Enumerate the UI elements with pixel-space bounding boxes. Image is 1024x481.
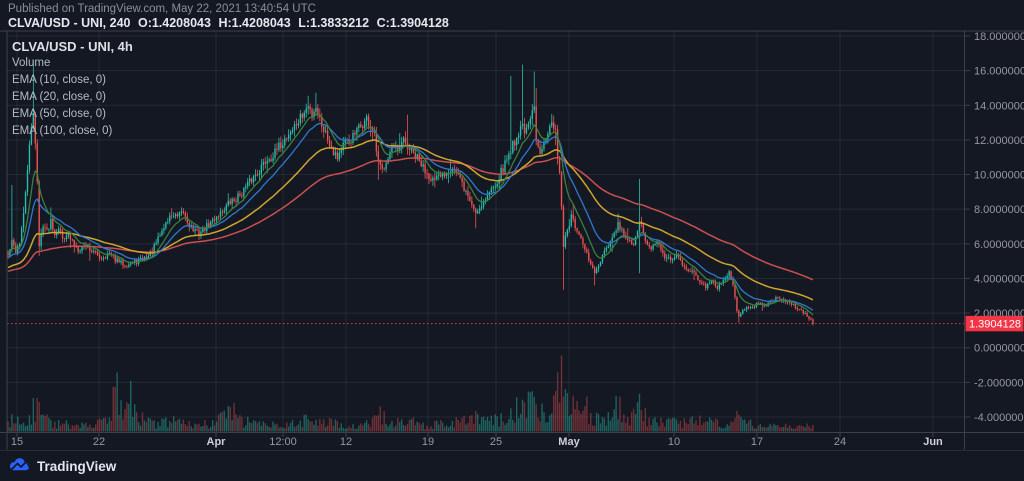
y-axis-label: 6.0000000 — [974, 239, 1024, 251]
ohlc-high: H:1.4208043 — [218, 16, 291, 30]
y-axis-label: 14.000000 — [974, 100, 1024, 112]
legend-symbol[interactable]: CLVA/USD - UNI, 4h — [12, 39, 133, 54]
symbol-ohlc-line: CLVA/USD - UNI, 240 O:1.4208043 H:1.4208… — [8, 16, 453, 30]
x-axis-label: 17 — [751, 436, 763, 448]
chart-legend: CLVA/USD - UNI, 4h Volume EMA (10, close… — [12, 38, 133, 140]
y-axis-label: -2.000000 — [974, 377, 1024, 389]
x-axis-label: 12 — [340, 436, 352, 448]
ohlc-low: L:1.3833212 — [298, 16, 370, 30]
ohlc-close: C:1.3904128 — [376, 16, 449, 30]
x-axis-label: Apr — [207, 436, 227, 448]
time-scale[interactable] — [0, 433, 1024, 449]
published-line: Published on TradingView.com, May 22, 20… — [8, 3, 316, 15]
y-axis-label: 10.000000 — [974, 170, 1024, 182]
ohlc-open: O:1.4208043 — [137, 16, 211, 30]
brand-name[interactable]: TradingView — [37, 458, 117, 474]
x-axis-label: 24 — [834, 436, 846, 448]
y-axis-label: 16.000000 — [974, 66, 1024, 78]
x-axis-label: 19 — [422, 436, 434, 448]
x-axis-label: Jun — [923, 436, 943, 448]
y-axis-label: 0.00000000 — [974, 343, 1024, 355]
legend-volume[interactable]: Volume — [12, 57, 51, 69]
x-axis-label: 22 — [93, 436, 105, 448]
x-axis-label: 10 — [668, 436, 680, 448]
x-axis-label: 25 — [490, 436, 502, 448]
y-axis-label: 8.0000000 — [974, 204, 1024, 216]
ema-10-line — [7, 114, 814, 316]
legend-ema-20[interactable]: EMA (20, close, 0) — [12, 91, 106, 103]
ema-20-line — [7, 122, 814, 311]
y-axis-label: 18.000000 — [974, 31, 1024, 43]
x-axis-label: 15 — [11, 436, 23, 448]
ema-50-line — [7, 139, 814, 301]
y-axis-label: -4.000000 — [974, 412, 1024, 424]
legend-ema-50[interactable]: EMA (50, close, 0) — [12, 108, 106, 120]
price-scale[interactable] — [965, 31, 1024, 432]
symbol-title: CLVA/USD - UNI, 240 — [8, 16, 131, 30]
volume-pane — [7, 355, 814, 432]
y-axis-label: 4.0000000 — [974, 273, 1024, 285]
legend-ema-100[interactable]: EMA (100, close, 0) — [12, 125, 113, 137]
last-price-badge-label: 1.3904128 — [969, 319, 1021, 331]
x-axis-label: 12:00 — [269, 436, 297, 448]
y-axis-label: 12.000000 — [974, 135, 1024, 147]
x-axis-label: May — [558, 436, 580, 448]
footer-bar: TradingView — [0, 450, 1024, 481]
tradingview-logo-icon[interactable] — [9, 457, 32, 475]
legend-ema-10[interactable]: EMA (10, close, 0) — [12, 74, 106, 86]
last-price-badge — [965, 315, 1024, 332]
